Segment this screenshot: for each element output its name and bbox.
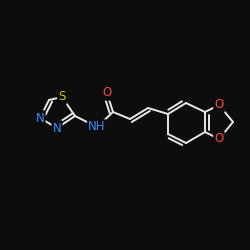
Text: O: O [102, 86, 112, 100]
Text: N: N [52, 122, 62, 134]
Text: O: O [214, 132, 224, 145]
Text: N: N [36, 112, 44, 124]
Text: S: S [58, 90, 66, 104]
Text: O: O [214, 98, 224, 112]
Text: NH: NH [88, 120, 106, 134]
